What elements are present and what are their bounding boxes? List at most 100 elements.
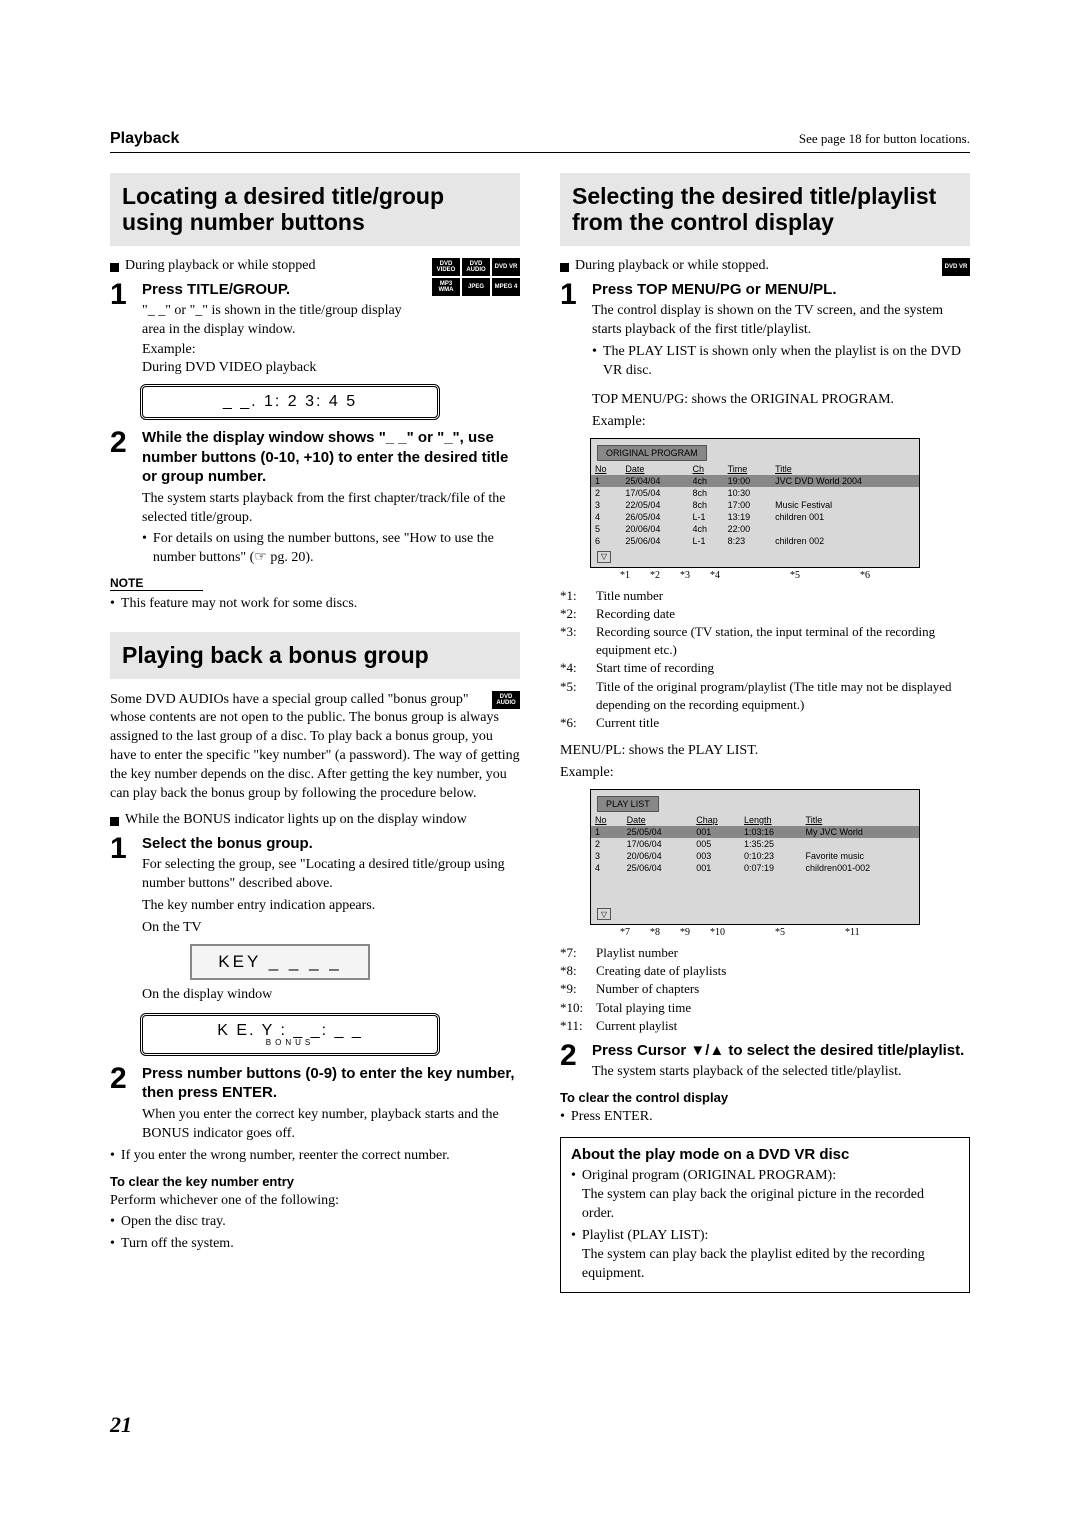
table-row: 425/06/040010:07:19children001-002 (591, 862, 919, 874)
note-text: This feature may not work for some discs… (121, 595, 357, 614)
bullet-dot-icon: • (110, 595, 115, 614)
playlist-table: No Date Chap Length Title 125/05/040011:… (591, 814, 919, 874)
bullet-dot-icon: • (110, 1213, 115, 1232)
key-entry-box: KEY _ _ _ _ (190, 944, 370, 980)
bullet-dot-icon: • (571, 1227, 576, 1284)
bullet-text: Playlist (PLAY LIST): The system can pla… (582, 1227, 959, 1284)
ref-text: Recording date (596, 605, 675, 623)
clear-body: Perform whichever one of the following: (110, 1192, 520, 1211)
square-bullet-icon (560, 263, 569, 272)
annot: *11 (845, 927, 860, 938)
badge-mpeg4: MPEG 4 (492, 278, 520, 296)
step-number: 2 (110, 1064, 134, 1144)
bullet-dot-icon: • (560, 1108, 565, 1127)
ref-key: *2: (560, 605, 590, 623)
bullet-dot-icon: • (110, 1235, 115, 1254)
badge-dvd-audio: DVD AUDIO (492, 691, 520, 709)
page-header: Playback See page 18 for button location… (110, 130, 970, 153)
ref-key: *1: (560, 587, 590, 605)
ref-key: *5: (560, 678, 590, 714)
table-row: 125/04/044ch19:00JVC DVD World 2004 (591, 475, 919, 487)
down-arrow-icon: ▽ (597, 908, 611, 920)
about-box: About the play mode on a DVD VR disc • O… (560, 1137, 970, 1292)
table-row: 125/05/040011:03:16My JVC World (591, 826, 919, 838)
example-label: Example: (560, 764, 970, 783)
ref-text: Recording source (TV station, the input … (596, 623, 970, 659)
on-display-label: On the display window (142, 986, 520, 1005)
left-column: Locating a desired title/group using num… (110, 173, 520, 1293)
step-number: 1 (560, 280, 584, 432)
ref-text: Number of chapters (596, 980, 699, 998)
section-title-locating: Locating a desired title/group using num… (110, 173, 520, 246)
step-body-text: "_ _" or "_" is shown in the title/group… (142, 302, 426, 340)
annot: *3 (680, 570, 690, 581)
header-note: See page 18 for button locations. (799, 131, 970, 147)
ref-key: *11: (560, 1017, 590, 1035)
bullet-dot-icon: • (592, 343, 597, 381)
lcd-display: _ _. 1: 2 3: 4 5 (140, 384, 440, 420)
example-sub: During DVD VIDEO playback (142, 360, 426, 376)
format-badges: DVD VIDEO DVD AUDIO DVD VR MP3 WMA JPEG … (432, 258, 520, 296)
table-row: 426/05/04L-113:19children 001 (591, 511, 919, 523)
step-number: 1 (110, 834, 134, 938)
col-no: No (591, 814, 623, 826)
col-date: Date (623, 814, 693, 826)
annot: *8 (650, 927, 660, 938)
bullet-text: For details on using the number buttons,… (153, 530, 520, 568)
step-heading: Press Cursor ▼/▲ to select the desired t… (592, 1041, 970, 1061)
ref-text: Creating date of playlists (596, 962, 726, 980)
bullet-dot-icon: • (571, 1167, 576, 1224)
step-body-text: For selecting the group, see "Locating a… (142, 856, 520, 894)
screen-tab: ORIGINAL PROGRAM (597, 445, 707, 461)
ref-key: *3: (560, 623, 590, 659)
table-row: 625/06/04L-18:23children 002 (591, 535, 919, 547)
ref-text: Start time of recording (596, 659, 714, 677)
annotation-row: *1 *2 *3 *4 *5 *6 (620, 570, 970, 581)
ref-key: *4: (560, 659, 590, 677)
square-bullet-icon (110, 817, 119, 826)
on-tv-label: On the TV (142, 919, 520, 938)
clear-heading: To clear the key number entry (110, 1174, 520, 1189)
bullet-dot-icon: • (110, 1147, 115, 1166)
table-row: 217/06/040051:35:25 (591, 838, 919, 850)
bullet-text: Open the disc tray. (121, 1213, 226, 1232)
lead: Playlist (PLAY LIST): (582, 1228, 709, 1243)
badge-dvd-audio: DVD AUDIO (462, 258, 490, 276)
lcd-text: K E. Y : _ _: _ _ (217, 1022, 362, 1039)
ref-text: Total playing time (596, 999, 691, 1017)
context-text: During playback or while stopped. (575, 258, 769, 274)
step-heading: Press number buttons (0-9) to enter the … (142, 1064, 520, 1103)
col-title: Title (771, 463, 919, 475)
step-body-text: When you enter the correct key number, p… (142, 1106, 520, 1144)
section-title-bonus: Playing back a bonus group (110, 632, 520, 678)
playlist-screen: PLAY LIST No Date Chap Length Title 125/… (590, 789, 920, 925)
col-no: No (591, 463, 621, 475)
table-header-row: No Date Chap Length Title (591, 814, 919, 826)
bullet-text: Original program (ORIGINAL PROGRAM): The… (582, 1167, 959, 1224)
section-name: Playback (110, 130, 179, 148)
badge-mp3-wma: MP3 WMA (432, 278, 460, 296)
context-text: While the BONUS indicator lights up on t… (125, 812, 467, 828)
step-body-text: The control display is shown on the TV s… (592, 302, 970, 340)
step-heading: Press TOP MENU/PG or MENU/PL. (592, 280, 970, 300)
step-heading: While the display window shows "_ _" or … (142, 428, 520, 487)
col-length: Length (740, 814, 802, 826)
col-title: Title (802, 814, 919, 826)
topmenu-label: TOP MENU/PG: shows the ORIGINAL PROGRAM. (592, 391, 970, 410)
page-number: 21 (110, 1412, 132, 1438)
bullet-text: The PLAY LIST is shown only when the pla… (603, 343, 970, 381)
ref-text: Title of the original program/playlist (… (596, 678, 970, 714)
ref-text: Title number (596, 587, 663, 605)
note-heading: NOTE (110, 576, 203, 591)
right-column: Selecting the desired title/playlist fro… (560, 173, 970, 1293)
section-title-selecting: Selecting the desired title/playlist fro… (560, 173, 970, 246)
screen-tab: PLAY LIST (597, 796, 659, 812)
step-body-text: The system starts playback from the firs… (142, 490, 520, 528)
ref-key: *10: (560, 999, 590, 1017)
step-number: 2 (110, 428, 134, 568)
reference-list: *7:Playlist number *8:Creating date of p… (560, 944, 970, 1035)
lcd-display: K E. Y : _ _: _ _ BONUS (140, 1013, 440, 1056)
annot: *5 (790, 570, 800, 581)
clear-heading: To clear the control display (560, 1090, 970, 1105)
annotation-row: *7 *8 *9 *10 *5 *11 (620, 927, 970, 938)
